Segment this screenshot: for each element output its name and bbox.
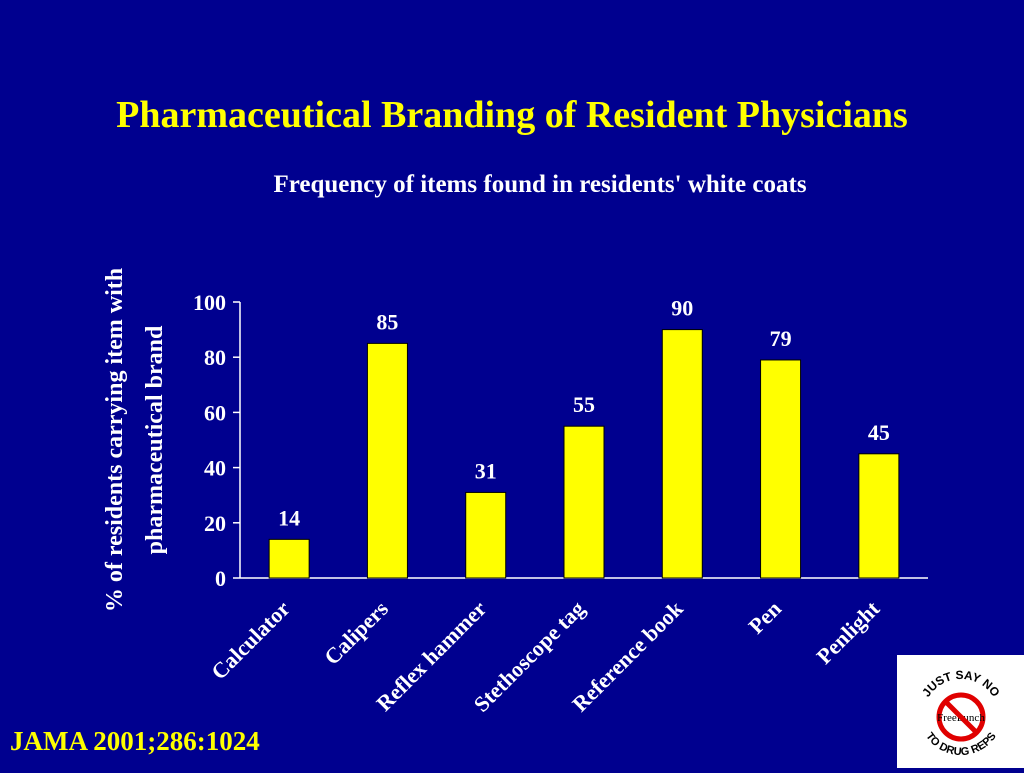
bar xyxy=(366,342,408,579)
y-axis-label-line: % of residents carrying item with xyxy=(102,268,128,612)
y-axis-label-line: pharmaceutical brand xyxy=(142,325,168,554)
chart-bars: 14 85 31 55 90 79 45 xyxy=(268,296,900,579)
bar xyxy=(465,491,507,579)
x-tick-label: Pen xyxy=(743,596,786,639)
y-axis-label: % of residents carrying item with pharmac… xyxy=(102,268,168,612)
chart-title: Frequency of items found in residents' w… xyxy=(273,171,807,198)
bar-value-label: 90 xyxy=(671,296,693,321)
bar xyxy=(760,359,802,579)
slide-title: Pharmaceutical Branding of Resident Phys… xyxy=(116,94,908,136)
bar-value-label: 45 xyxy=(868,420,890,445)
x-tick-label: Penlight xyxy=(811,595,884,668)
bar xyxy=(661,329,703,579)
no-free-lunch-logo: JUST SAY NO FreeLunch TO DRUG REPS xyxy=(897,655,1024,768)
y-tick-label: 20 xyxy=(204,511,226,536)
citation: JAMA 2001;286:1024 xyxy=(10,726,260,756)
bar xyxy=(268,538,310,579)
bar-value-label: 55 xyxy=(573,392,595,417)
bar xyxy=(563,425,605,579)
no-free-lunch-logo-graphic: JUST SAY NO FreeLunch TO DRUG REPS xyxy=(919,668,1003,758)
y-tick-label: 40 xyxy=(204,456,226,481)
y-tick-label: 0 xyxy=(215,566,226,591)
bar-value-label: 79 xyxy=(770,326,792,351)
x-tick-label: Calipers xyxy=(319,596,393,670)
chart-axes: 0 20 40 60 80 100 xyxy=(193,290,928,591)
bar xyxy=(858,453,900,579)
bar-value-label: 14 xyxy=(278,505,300,530)
y-tick-label: 100 xyxy=(193,290,226,315)
y-tick-label: 80 xyxy=(204,345,226,370)
bar-value-label: 85 xyxy=(376,309,398,334)
x-tick-label: Calculator xyxy=(206,596,295,685)
y-tick-label: 60 xyxy=(204,400,226,425)
bar-value-label: 31 xyxy=(475,458,497,483)
